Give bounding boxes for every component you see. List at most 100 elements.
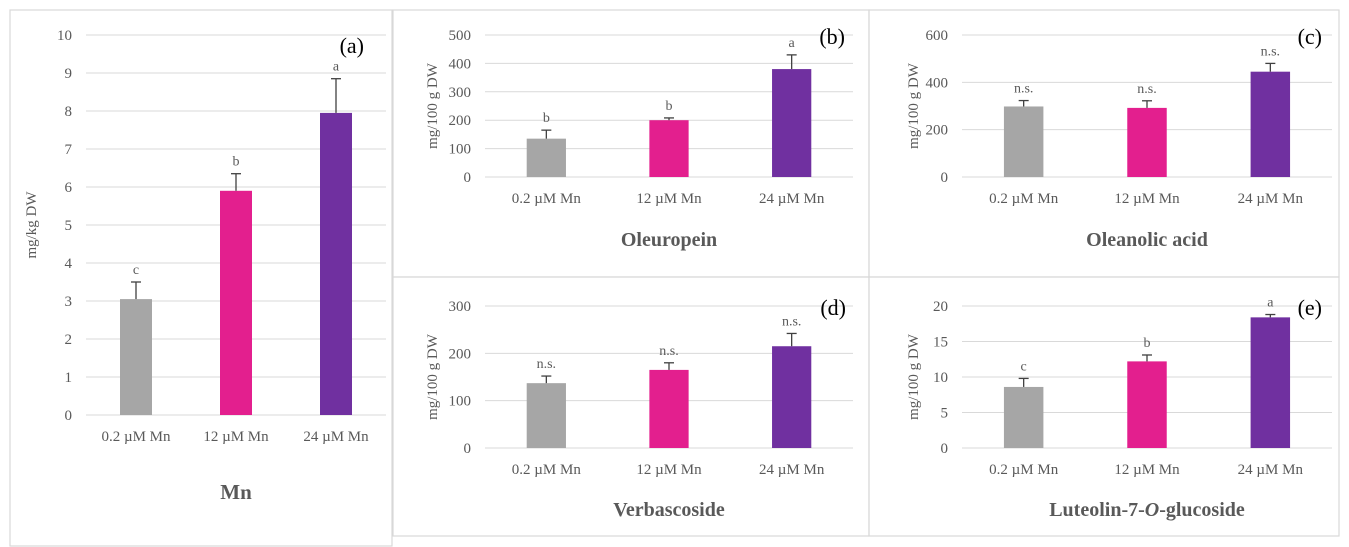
chart-title: Mn [220,480,252,504]
panel-label: (b) [819,24,845,49]
x-tick-label: 12 µM Mn [1114,462,1180,478]
panel-label: (c) [1298,24,1322,49]
panel-border [868,276,1340,537]
chart-panel-5: 0 5 10 15 20 mg/100 g DW c 0.2 µM Mn b 12 µM Mn a 2… [868,276,1340,537]
y-tick-label: 200 [926,123,949,139]
significance-letter: n.s. [659,344,678,359]
y-tick-label: 100 [449,394,472,410]
bar [649,369,689,448]
y-tick-label: 200 [449,113,472,129]
y-tick-label: 6 [65,180,73,196]
x-tick-label: 24 µM Mn [759,191,825,207]
y-axis-label: mg/100 g DW [425,333,441,420]
chart-panel-3: 0 200 400 600 mg/100 g DW n.s. 0.2 µM Mn n.s. 12… [868,9,1340,278]
significance-letter: a [789,36,796,51]
bar [1003,386,1044,448]
y-axis-label: mg/100 g DW [906,333,922,420]
significance-letter: a [1267,296,1274,311]
y-tick-label: 10 [933,370,948,386]
bar [1003,106,1044,177]
x-tick-label: 24 µM Mn [303,429,369,445]
bar [772,69,812,177]
significance-letter: c [1021,359,1027,374]
x-tick-label: 0.2 µM Mn [101,429,171,445]
y-axis-label: mg/100 g DW [425,62,441,149]
significance-letter: n.s. [1014,82,1033,97]
bar [1127,107,1167,177]
x-tick-label: 0.2 µM Mn [989,191,1059,207]
bar [526,138,566,177]
y-axis-label: mg/kg DW [24,191,40,259]
significance-letter: b [666,99,673,114]
y-tick-label: 0 [464,170,472,186]
chart-title: Oleanolic acid [1086,229,1208,251]
x-tick-label: 24 µM Mn [759,462,825,478]
bar [526,383,566,448]
y-tick-label: 400 [449,56,472,72]
y-tick-label: 5 [941,406,949,422]
y-tick-label: 0 [941,441,949,457]
y-tick-label: 300 [449,85,472,101]
x-tick-label: 0.2 µM Mn [989,462,1059,478]
chart-panel-1: 0 1 2 3 4 5 6 7 8 9 10 mg/kg DW c 0.2 µM Mn b 12 µM Mn a… [9,9,393,547]
y-tick-label: 300 [449,299,472,315]
y-tick-label: 2 [65,332,73,348]
x-tick-label: 12 µM Mn [636,191,702,207]
y-tick-label: 10 [57,28,72,44]
bar [649,120,689,177]
chart-panel-2: 0 100 200 300 400 500 mg/100 g DW b 0.2 µM Mn b 12… [392,9,870,278]
panel-border [9,9,393,547]
x-tick-label: 0.2 µM Mn [512,462,582,478]
y-tick-label: 1 [65,370,73,386]
y-tick-label: 100 [449,142,472,158]
x-tick-label: 12 µM Mn [636,462,702,478]
title-part: Luteolin-7- [1049,499,1145,521]
y-tick-label: 200 [449,346,472,362]
y-tick-label: 4 [65,256,73,272]
y-tick-label: 0 [464,441,472,457]
y-tick-label: 0 [941,170,949,186]
bar [1127,361,1167,448]
bar [772,346,812,448]
title-part: -glucoside [1159,499,1245,521]
bar [1250,317,1291,448]
chart-title: Oleuropein [621,229,717,251]
y-tick-label: 9 [65,66,73,82]
bar [1250,71,1291,177]
y-tick-label: 20 [933,299,948,315]
x-tick-label: 12 µM Mn [203,429,269,445]
y-tick-label: 600 [926,28,949,44]
bar [320,112,352,416]
chart-title: Luteolin-7-O-glucoside [1049,499,1245,521]
significance-letter: b [233,155,240,170]
significance-letter: c [133,263,139,278]
panel-label: (e) [1298,295,1322,320]
y-axis-label: mg/100 g DW [906,62,922,149]
bar [120,299,152,415]
x-tick-label: 12 µM Mn [1114,191,1180,207]
panel-label: (d) [820,295,846,320]
x-tick-label: 0.2 µM Mn [512,191,582,207]
significance-letter: b [1144,336,1151,351]
y-tick-label: 7 [65,142,73,158]
significance-letter: n.s. [537,357,556,372]
y-tick-label: 500 [449,28,472,44]
y-tick-label: 8 [65,104,73,120]
chart-panel-4: 0 100 200 300 mg/100 g DW n.s. 0.2 µM Mn n.s. 12… [392,276,870,537]
y-tick-label: 3 [65,294,73,310]
significance-letter: n.s. [1261,44,1280,59]
significance-letter: b [543,111,550,126]
title-part: O [1145,499,1159,521]
y-tick-label: 5 [65,218,73,234]
significance-letter: n.s. [782,314,801,329]
chart-title: Verbascoside [613,499,725,521]
significance-letter: n.s. [1137,82,1156,97]
significance-letter: a [333,60,340,75]
y-tick-label: 15 [933,335,948,351]
panel-label: (a) [340,33,364,58]
bar [220,190,252,415]
y-tick-label: 400 [926,75,949,91]
x-tick-label: 24 µM Mn [1238,462,1304,478]
y-tick-label: 0 [65,408,73,424]
